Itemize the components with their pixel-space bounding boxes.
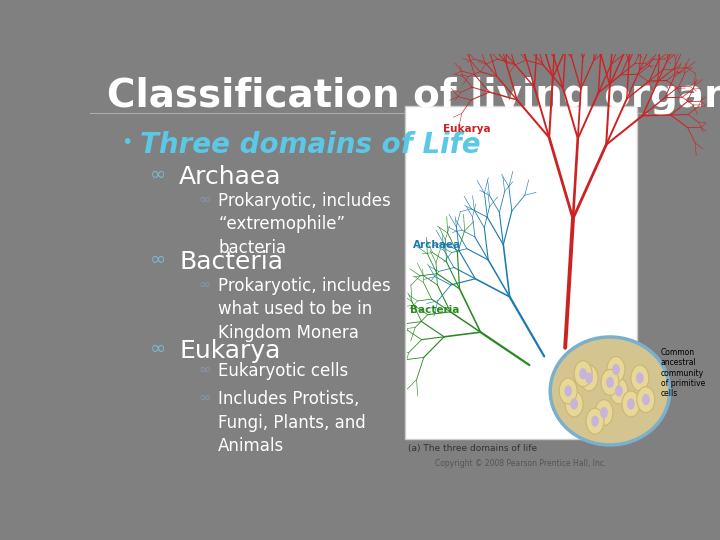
Circle shape: [591, 416, 599, 427]
Circle shape: [579, 368, 587, 379]
Circle shape: [615, 386, 623, 396]
Circle shape: [574, 361, 592, 387]
Text: ∞: ∞: [199, 390, 212, 405]
Text: Bacteria: Bacteria: [179, 250, 283, 274]
Circle shape: [642, 394, 649, 405]
Circle shape: [595, 400, 613, 426]
Ellipse shape: [550, 337, 670, 445]
Text: ∞: ∞: [199, 192, 212, 207]
Circle shape: [559, 378, 577, 404]
Circle shape: [637, 387, 654, 413]
Circle shape: [585, 373, 593, 383]
Circle shape: [601, 369, 619, 395]
Text: ∞: ∞: [199, 362, 212, 377]
Text: Prokaryotic, includes
what used to be in
Kingdom Monera: Prokaryotic, includes what used to be in…: [218, 277, 391, 342]
Circle shape: [607, 356, 625, 382]
Circle shape: [564, 386, 572, 396]
Text: ∞: ∞: [150, 250, 166, 269]
Text: Common
ancestral
community
of primitive
cells: Common ancestral community of primitive …: [661, 348, 705, 399]
Text: Archaea: Archaea: [179, 165, 282, 188]
Circle shape: [627, 399, 635, 409]
Circle shape: [586, 408, 604, 434]
Circle shape: [622, 391, 640, 417]
Text: ∞: ∞: [150, 165, 166, 184]
Text: Archaea: Archaea: [413, 240, 461, 251]
Text: Three domains of Life: Three domains of Life: [140, 131, 481, 159]
Text: Includes Protists,
Fungi, Plants, and
Animals: Includes Protists, Fungi, Plants, and An…: [218, 390, 366, 455]
Text: ∞: ∞: [150, 339, 166, 358]
Circle shape: [636, 373, 644, 383]
Circle shape: [570, 399, 578, 409]
Circle shape: [580, 365, 598, 391]
Text: Eukarya: Eukarya: [179, 339, 281, 363]
Text: Classification of living organisms: Classification of living organisms: [107, 77, 720, 115]
Text: Copyright © 2008 Pearson Prentice Hall, Inc.: Copyright © 2008 Pearson Prentice Hall, …: [436, 459, 607, 468]
FancyBboxPatch shape: [405, 106, 637, 439]
Circle shape: [610, 378, 628, 404]
Text: •: •: [121, 133, 132, 152]
Text: Eukaryotic cells: Eukaryotic cells: [218, 362, 348, 380]
Circle shape: [600, 407, 608, 418]
Circle shape: [631, 365, 649, 391]
Circle shape: [565, 391, 583, 417]
Circle shape: [612, 364, 620, 375]
Circle shape: [606, 377, 614, 388]
Text: (a) The three domains of life: (a) The three domains of life: [408, 444, 537, 453]
Text: Bacteria: Bacteria: [410, 305, 459, 315]
Text: Prokaryotic, includes
“extremophile”
bacteria: Prokaryotic, includes “extremophile” bac…: [218, 192, 391, 257]
Text: ∞: ∞: [199, 277, 212, 292]
Text: Eukarya: Eukarya: [443, 124, 490, 134]
